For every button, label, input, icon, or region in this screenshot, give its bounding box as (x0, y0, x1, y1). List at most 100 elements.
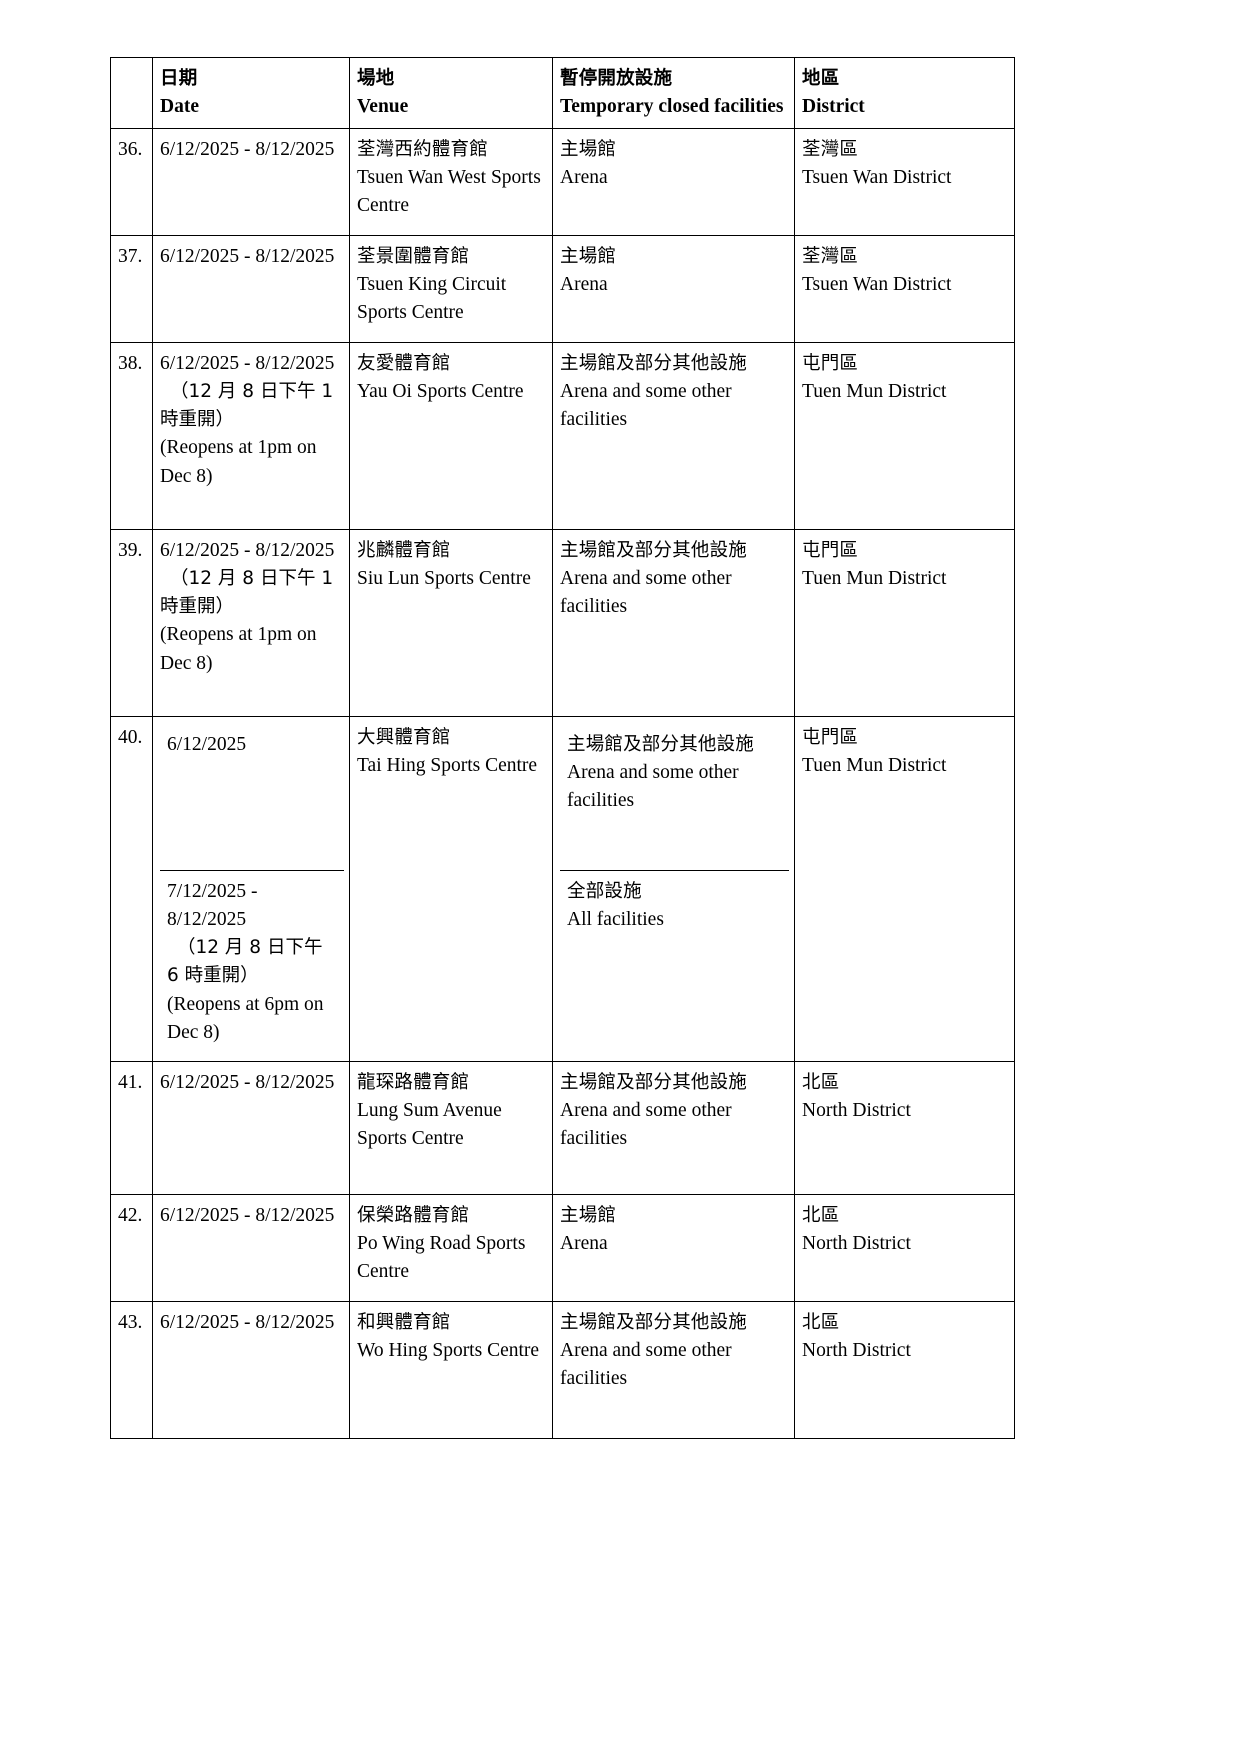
row-number: 42. (110, 1193, 153, 1302)
venue-name-zh: 兆麟體育館 (357, 540, 451, 562)
facilities-en: Arena (560, 167, 608, 189)
row-facilities: 主場館 Arena (552, 1193, 795, 1302)
table-row: 42. 6/12/2025 - 8/12/2025 保榮路體育館 Po Wing… (110, 1193, 1015, 1302)
reopen-note-zh: （12 月 8 日下午 6 時重開） (167, 937, 323, 987)
row-facilities: 主場館 Arena (552, 128, 795, 237)
date-range: 7/12/2025 - 8/12/2025 (167, 881, 258, 931)
facilities-zh: 主場館 (560, 139, 617, 161)
district-en: North District (802, 1339, 911, 1361)
row-venue: 兆麟體育館 Siu Lun Sports Centre (349, 529, 553, 718)
facilities-en: Arena and some other facilities (560, 1339, 732, 1389)
row-date-part-2: 7/12/2025 - 8/12/2025 （12 月 8 日下午 6 時重開）… (160, 871, 344, 1054)
row-number: 40. (110, 716, 153, 1062)
facilities-zh: 主場館及部分其他設施 (567, 734, 755, 756)
table-row: 41. 6/12/2025 - 8/12/2025 龍琛路體育館 Lung Su… (110, 1060, 1015, 1195)
facilities-zh: 主場館及部分其他設施 (560, 1071, 748, 1093)
venue-name-en: Tsuen Wan West Sports Centre (357, 167, 541, 217)
table-container: 日期 Date 場地 Venue 暫停開放設施 Temporary closed… (110, 56, 1015, 1439)
row-venue: 和興體育館 Wo Hing Sports Centre (349, 1300, 553, 1439)
row-facilities: 主場館 Arena (552, 235, 795, 344)
facilities-zh: 全部設施 (567, 881, 642, 903)
column-header-date-zh: 日期 (160, 68, 198, 89)
row-facilities-split: 主場館及部分其他設施 Arena and some other faciliti… (552, 716, 795, 1062)
row-date-part-1: 6/12/2025 (160, 724, 344, 872)
district-en: Tuen Mun District (802, 381, 947, 403)
row-district: 荃灣區 Tsuen Wan District (794, 128, 1015, 237)
date-range: 6/12/2025 - 8/12/2025 (160, 1071, 335, 1093)
table-row: 38. 6/12/2025 - 8/12/2025 （12 月 8 日下午 1 … (110, 342, 1015, 531)
table-header-row: 日期 Date 場地 Venue 暫停開放設施 Temporary closed… (110, 56, 1015, 130)
row-date: 6/12/2025 - 8/12/2025 (152, 1060, 350, 1195)
row-date: 6/12/2025 - 8/12/2025 （12 月 8 日下午 1 時重開）… (152, 529, 350, 718)
facilities-en: Arena (560, 274, 608, 296)
venue-name-zh: 友愛體育館 (357, 353, 451, 375)
row-venue: 友愛體育館 Yau Oi Sports Centre (349, 342, 553, 531)
row-facilities-part-1: 主場館及部分其他設施 Arena and some other faciliti… (560, 724, 789, 872)
row-number: 43. (110, 1300, 153, 1439)
row-number-text: 38. (118, 353, 143, 375)
date-range: 6/12/2025 - 8/12/2025 (160, 540, 335, 562)
district-en: Tuen Mun District (802, 755, 947, 777)
venue-name-en: Tai Hing Sports Centre (357, 755, 538, 777)
reopen-note-zh: （12 月 8 日下午 1 時重開） (160, 568, 334, 618)
district-zh: 屯門區 (802, 540, 859, 562)
district-zh: 屯門區 (802, 727, 859, 749)
district-zh: 北區 (802, 1071, 840, 1093)
row-venue: 龍琛路體育館 Lung Sum Avenue Sports Centre (349, 1060, 553, 1195)
column-header-facilities-zh: 暫停開放設施 (560, 68, 673, 89)
row-district: 屯門區 Tuen Mun District (794, 342, 1015, 531)
row-number-text: 40. (118, 727, 143, 749)
venue-name-en: Tsuen King Circuit Sports Centre (357, 274, 507, 324)
row-number: 36. (110, 128, 153, 237)
column-header-district: 地區 District (794, 56, 1015, 130)
table-row: 37. 6/12/2025 - 8/12/2025 荃景圍體育館 Tsuen K… (110, 235, 1015, 344)
row-venue: 荃景圍體育館 Tsuen King Circuit Sports Centre (349, 235, 553, 344)
row-facilities: 主場館及部分其他設施 Arena and some other faciliti… (552, 1060, 795, 1195)
row-venue: 保榮路體育館 Po Wing Road Sports Centre (349, 1193, 553, 1302)
table-row: 43. 6/12/2025 - 8/12/2025 和興體育館 Wo Hing … (110, 1300, 1015, 1439)
venue-name-zh: 和興體育館 (357, 1311, 451, 1333)
row-number-text: 36. (118, 139, 143, 161)
district-en: North District (802, 1099, 911, 1121)
column-header-date-en: Date (160, 96, 199, 118)
row-facilities: 主場館及部分其他設施 Arena and some other faciliti… (552, 342, 795, 531)
reopen-note-zh: （12 月 8 日下午 1 時重開） (160, 381, 334, 431)
venue-name-en: Po Wing Road Sports Centre (357, 1232, 526, 1282)
row-venue: 荃灣西約體育館 Tsuen Wan West Sports Centre (349, 128, 553, 237)
column-header-facilities: 暫停開放設施 Temporary closed facilities (552, 56, 795, 130)
column-header-venue: 場地 Venue (349, 56, 553, 130)
column-header-facilities-en: Temporary closed facilities (560, 96, 784, 118)
row-number: 41. (110, 1060, 153, 1195)
facilities-en: Arena and some other facilities (560, 568, 732, 618)
district-en: North District (802, 1232, 911, 1254)
district-en: Tuen Mun District (802, 568, 947, 590)
row-district: 屯門區 Tuen Mun District (794, 716, 1015, 1062)
row-date: 6/12/2025 - 8/12/2025 (152, 235, 350, 344)
column-header-date: 日期 Date (152, 56, 350, 130)
venue-name-zh: 大興體育館 (357, 727, 451, 749)
venue-name-en: Yau Oi Sports Centre (357, 381, 524, 403)
table-row: 40. 6/12/2025 7/12/2025 - 8/12/2025 （12 … (110, 716, 1015, 1062)
row-number-text: 41. (118, 1071, 143, 1093)
row-district: 屯門區 Tuen Mun District (794, 529, 1015, 718)
reopen-note-en: (Reopens at 6pm on Dec 8) (167, 993, 324, 1043)
column-header-number (110, 56, 153, 130)
column-header-district-en: District (802, 96, 865, 118)
district-zh: 屯門區 (802, 353, 859, 375)
row-date: 6/12/2025 - 8/12/2025 （12 月 8 日下午 1 時重開）… (152, 342, 350, 531)
row-number: 38. (110, 342, 153, 531)
facilities-zh: 主場館 (560, 246, 617, 268)
row-venue: 大興體育館 Tai Hing Sports Centre (349, 716, 553, 1062)
date-range: 6/12/2025 - 8/12/2025 (160, 246, 335, 268)
venue-name-zh: 荃景圍體育館 (357, 246, 470, 268)
row-district: 荃灣區 Tsuen Wan District (794, 235, 1015, 344)
date-range: 6/12/2025 (167, 734, 247, 756)
column-header-venue-zh: 場地 (357, 68, 395, 89)
row-date-split: 6/12/2025 7/12/2025 - 8/12/2025 （12 月 8 … (152, 716, 350, 1062)
district-en: Tsuen Wan District (802, 274, 952, 296)
facilities-zh: 主場館及部分其他設施 (560, 540, 748, 562)
district-zh: 荃灣區 (802, 139, 859, 161)
facilities-en: Arena and some other facilities (560, 1099, 732, 1149)
row-date: 6/12/2025 - 8/12/2025 (152, 1300, 350, 1439)
row-facilities-part-2: 全部設施 All facilities (560, 871, 789, 1053)
